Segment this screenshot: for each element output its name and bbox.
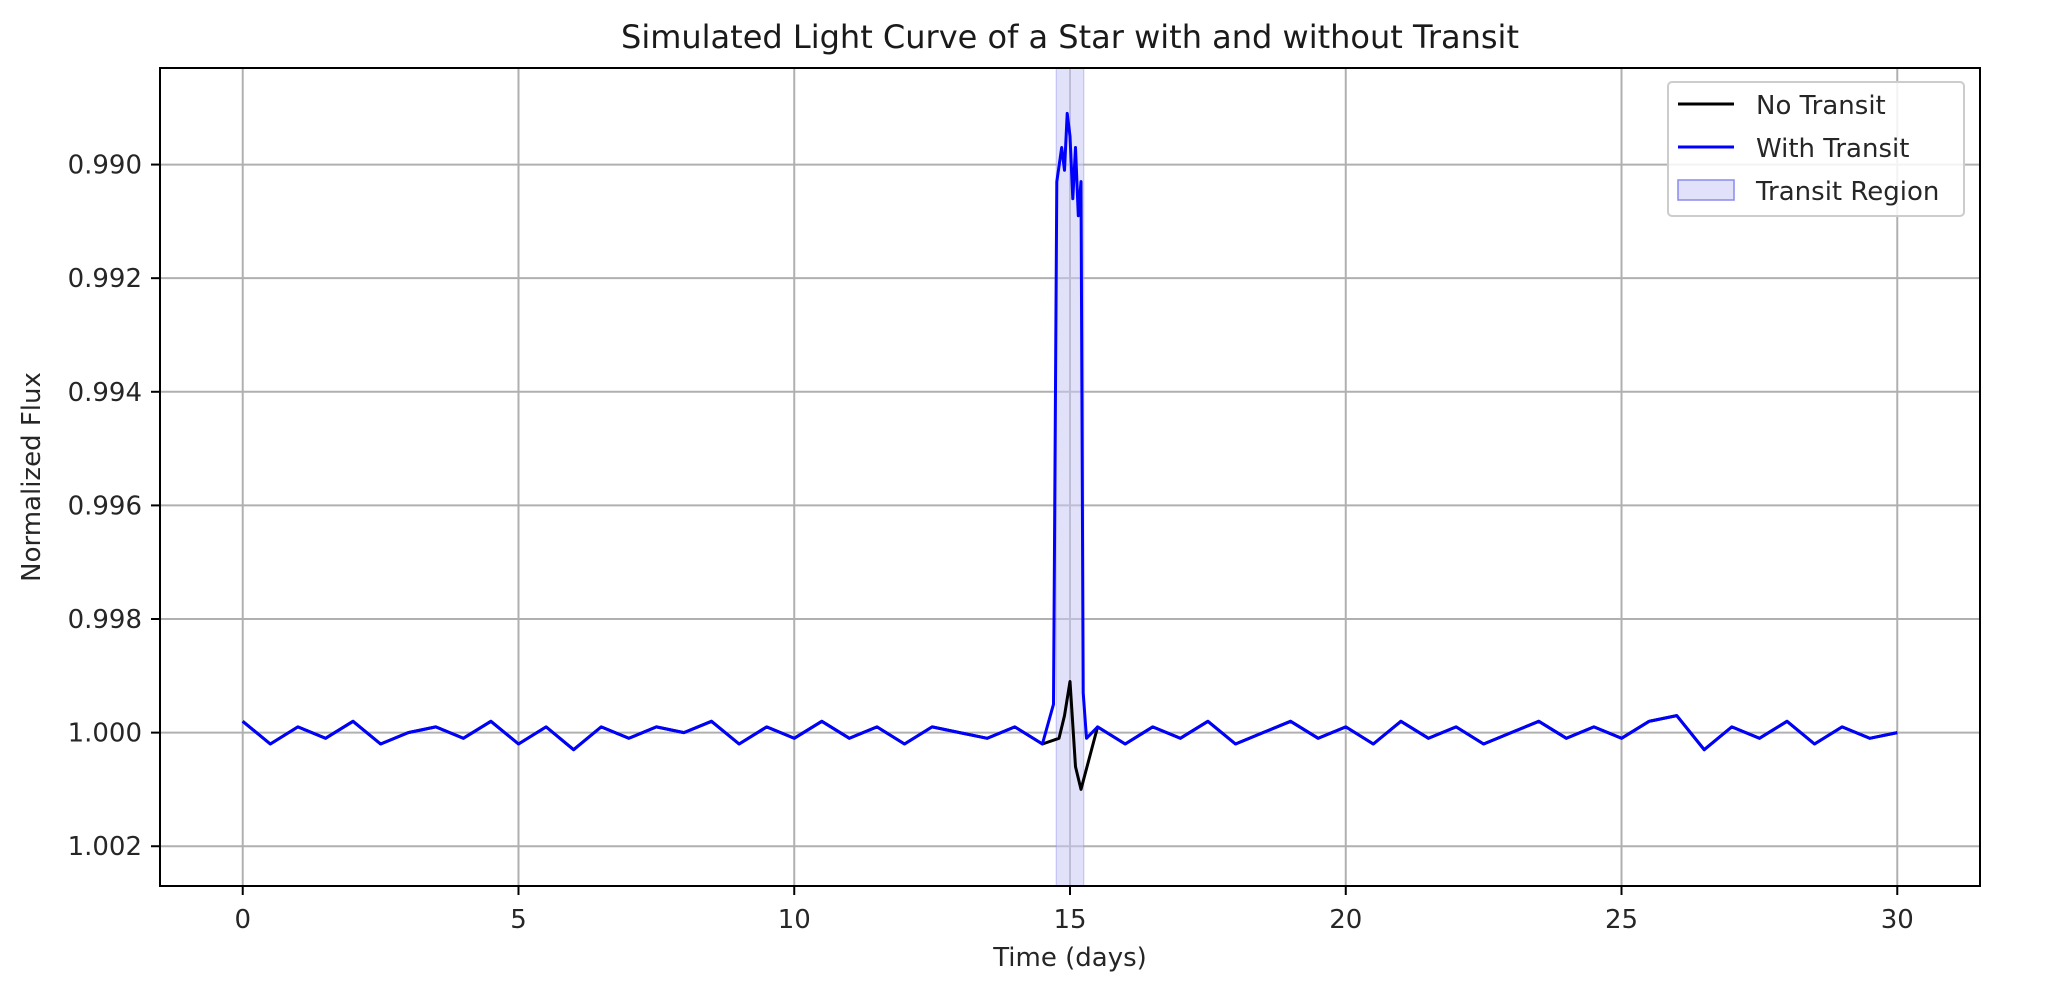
y-tick-label: 1.000 [68,719,142,749]
series-line-with-transit [241,111,1898,752]
y-tick-label: 0.998 [68,605,142,635]
legend-label-no-transit: No Transit [1756,91,1886,121]
y-axis-ticks: 0.990 0.992 0.994 0.996 0.998 1.000 1.002 [68,151,160,862]
legend: No Transit With Transit Transit Region [1667,81,1965,217]
x-tick-label: 10 [778,905,811,935]
series-lines [241,111,1898,791]
legend-swatch-transit-region [1677,179,1735,201]
x-axis-label: Time (days) [992,943,1147,973]
x-tick-label: 20 [1329,905,1362,935]
x-tick-label: 25 [1605,905,1638,935]
legend-label-with-transit: With Transit [1756,134,1909,164]
y-axis-label: Normalized Flux [17,372,47,582]
x-tick-label: 5 [510,905,527,935]
chart-title: Simulated Light Curve of a Star with and… [621,18,1519,56]
y-tick-label: 0.996 [68,491,142,521]
x-tick-label: 15 [1053,905,1086,935]
legend-label-transit-region: Transit Region [1755,177,1939,207]
y-tick-label: 1.002 [68,832,142,862]
legend-box [1667,81,1965,217]
x-axis-ticks: 0 5 10 15 20 25 30 [234,886,1914,935]
x-tick-label: 30 [1881,905,1914,935]
x-tick-label: 0 [234,905,251,935]
y-tick-label: 0.990 [68,151,142,181]
y-tick-label: 0.992 [68,264,142,294]
y-tick-label: 0.994 [68,378,142,408]
